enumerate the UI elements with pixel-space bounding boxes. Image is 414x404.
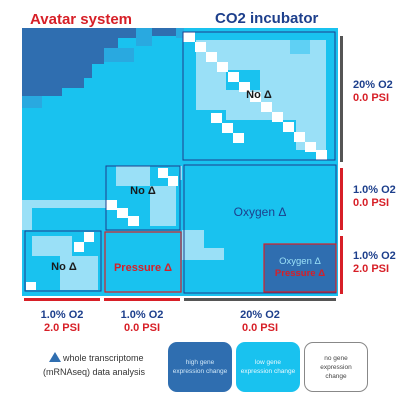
right-bracket-20pct [340,36,343,162]
bottom-label-1pct-2psi-o2: 1.0% O2 [40,309,84,321]
legend-caption: whole transcriptome [63,352,144,365]
label-oxygen-pressure-line2: Pressure Δ [275,268,325,279]
middle-left-block [105,165,181,231]
right-bracket-1pct-2psi [340,236,343,294]
label-no-delta-mid: No Δ [130,185,156,197]
bottom-left-frame [24,230,102,292]
label-oxygen-delta: Oxygen Δ [234,205,287,219]
label-pressure-delta: Pressure Δ [114,262,172,274]
legend-low-change: low gene expression change [236,342,300,392]
bottom-label-20pct-o2: 20% O2 [240,309,280,321]
bottom-bracket-1pct-2psi [24,298,100,301]
right-label-20pct-psi: 0.0 PSI [353,92,390,104]
legend-high-change: high gene expression change [168,342,232,392]
bottom-bracket-1pct-0psi [104,298,180,301]
bottom-left-block [24,230,102,292]
co2-incubator-title: CO2 incubator [215,10,319,27]
bottom-bracket-20pct [184,298,336,301]
legend-none-text: no gene expression change [320,354,352,380]
right-label-1pct-0psi-psi: 0.0 PSI [353,197,390,209]
legend-caption-line1: whole transcriptome [63,353,144,363]
oxygen-delta-frame [183,164,337,294]
top-right-diagonal [183,32,327,160]
right-label-1pct-0psi: 1.0% O2 0.0 PSI [353,184,396,210]
label-no-delta-top: No Δ [246,89,272,101]
bottom-label-1pct-0psi-psi: 0.0 PSI [123,322,161,334]
avatar-system-title: Avatar system [30,11,133,28]
bottom-label-1pct-2psi-psi: 2.0 PSI [43,322,81,334]
label-oxygen-pressure-line1: Oxygen Δ [279,256,321,267]
mid-blue-cells [22,28,184,108]
bottom-label-20pct-psi: 0.0 PSI [241,322,279,334]
legend-no-change: no gene expression change [304,342,368,392]
right-label-1pct-2psi-o2: 1.0% O2 [353,250,396,262]
right-bracket-1pct-0psi [340,168,343,230]
legend-caption-line2: (mRNAseq) data analysis [43,367,146,377]
top-right-frame [182,31,336,161]
oxygen-pressure-block [263,243,337,293]
right-label-20pct-o2: 20% O2 [353,79,393,91]
right-label-1pct-2psi: 1.0% O2 2.0 PSI [353,250,396,276]
legend-high-text: high gene expression change [172,359,228,375]
label-no-delta-bottom: No Δ [51,261,77,273]
top-right-block [182,31,336,161]
right-label-1pct-0psi-o2: 1.0% O2 [353,184,396,196]
legend-low-text: low gene expression change [240,359,296,375]
legend-caption-2: (mRNAseq) data analysis [43,366,145,379]
pressure-delta-frame [104,231,182,293]
bottom-label-1pct-0psi: 1.0% O2 0.0 PSI [104,309,180,335]
oxygen-pressure-frame [263,243,337,293]
right-label-1pct-2psi-psi: 2.0 PSI [353,263,390,275]
bottom-label-1pct-0psi-o2: 1.0% O2 [120,309,164,321]
middle-left-frame [105,165,181,231]
bottom-label-20pct: 20% O2 0.0 PSI [184,309,336,335]
triangle-icon [49,352,61,362]
dark-blue-cluster [22,28,176,96]
right-label-20pct: 20% O2 0.0 PSI [353,79,393,105]
pressure-delta-block [104,231,182,293]
bottom-label-1pct-2psi: 1.0% O2 2.0 PSI [24,309,100,335]
